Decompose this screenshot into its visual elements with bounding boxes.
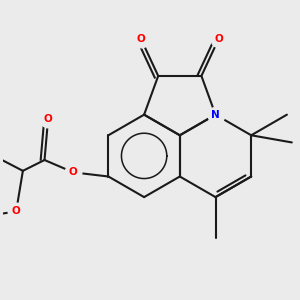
Text: N: N (211, 110, 220, 120)
Text: O: O (214, 34, 223, 44)
Text: O: O (69, 167, 78, 177)
Text: O: O (136, 34, 145, 44)
Text: O: O (44, 114, 52, 124)
Text: O: O (12, 206, 20, 217)
